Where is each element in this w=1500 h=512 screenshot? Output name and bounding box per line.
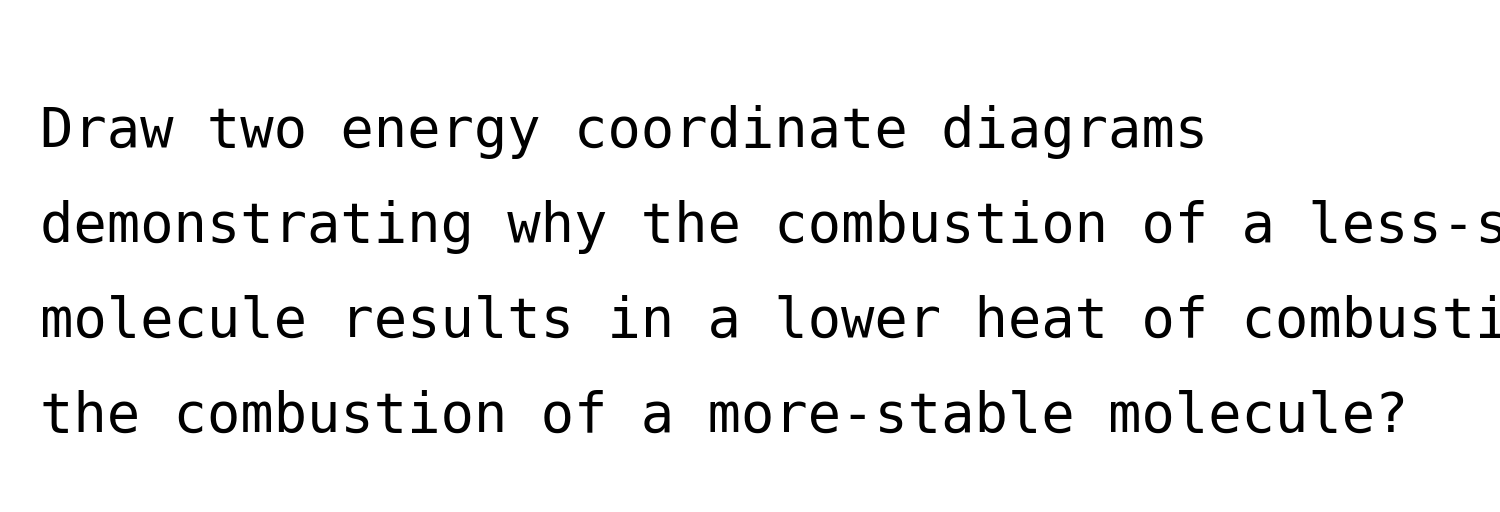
Text: the combustion of a more-stable molecule?: the combustion of a more-stable molecule… — [40, 390, 1408, 444]
Text: molecule results in a lower heat of combustion than: molecule results in a lower heat of comb… — [40, 295, 1500, 349]
Text: Draw two energy coordinate diagrams: Draw two energy coordinate diagrams — [40, 105, 1208, 159]
Text: demonstrating why the combustion of a less-stable: demonstrating why the combustion of a le… — [40, 200, 1500, 254]
